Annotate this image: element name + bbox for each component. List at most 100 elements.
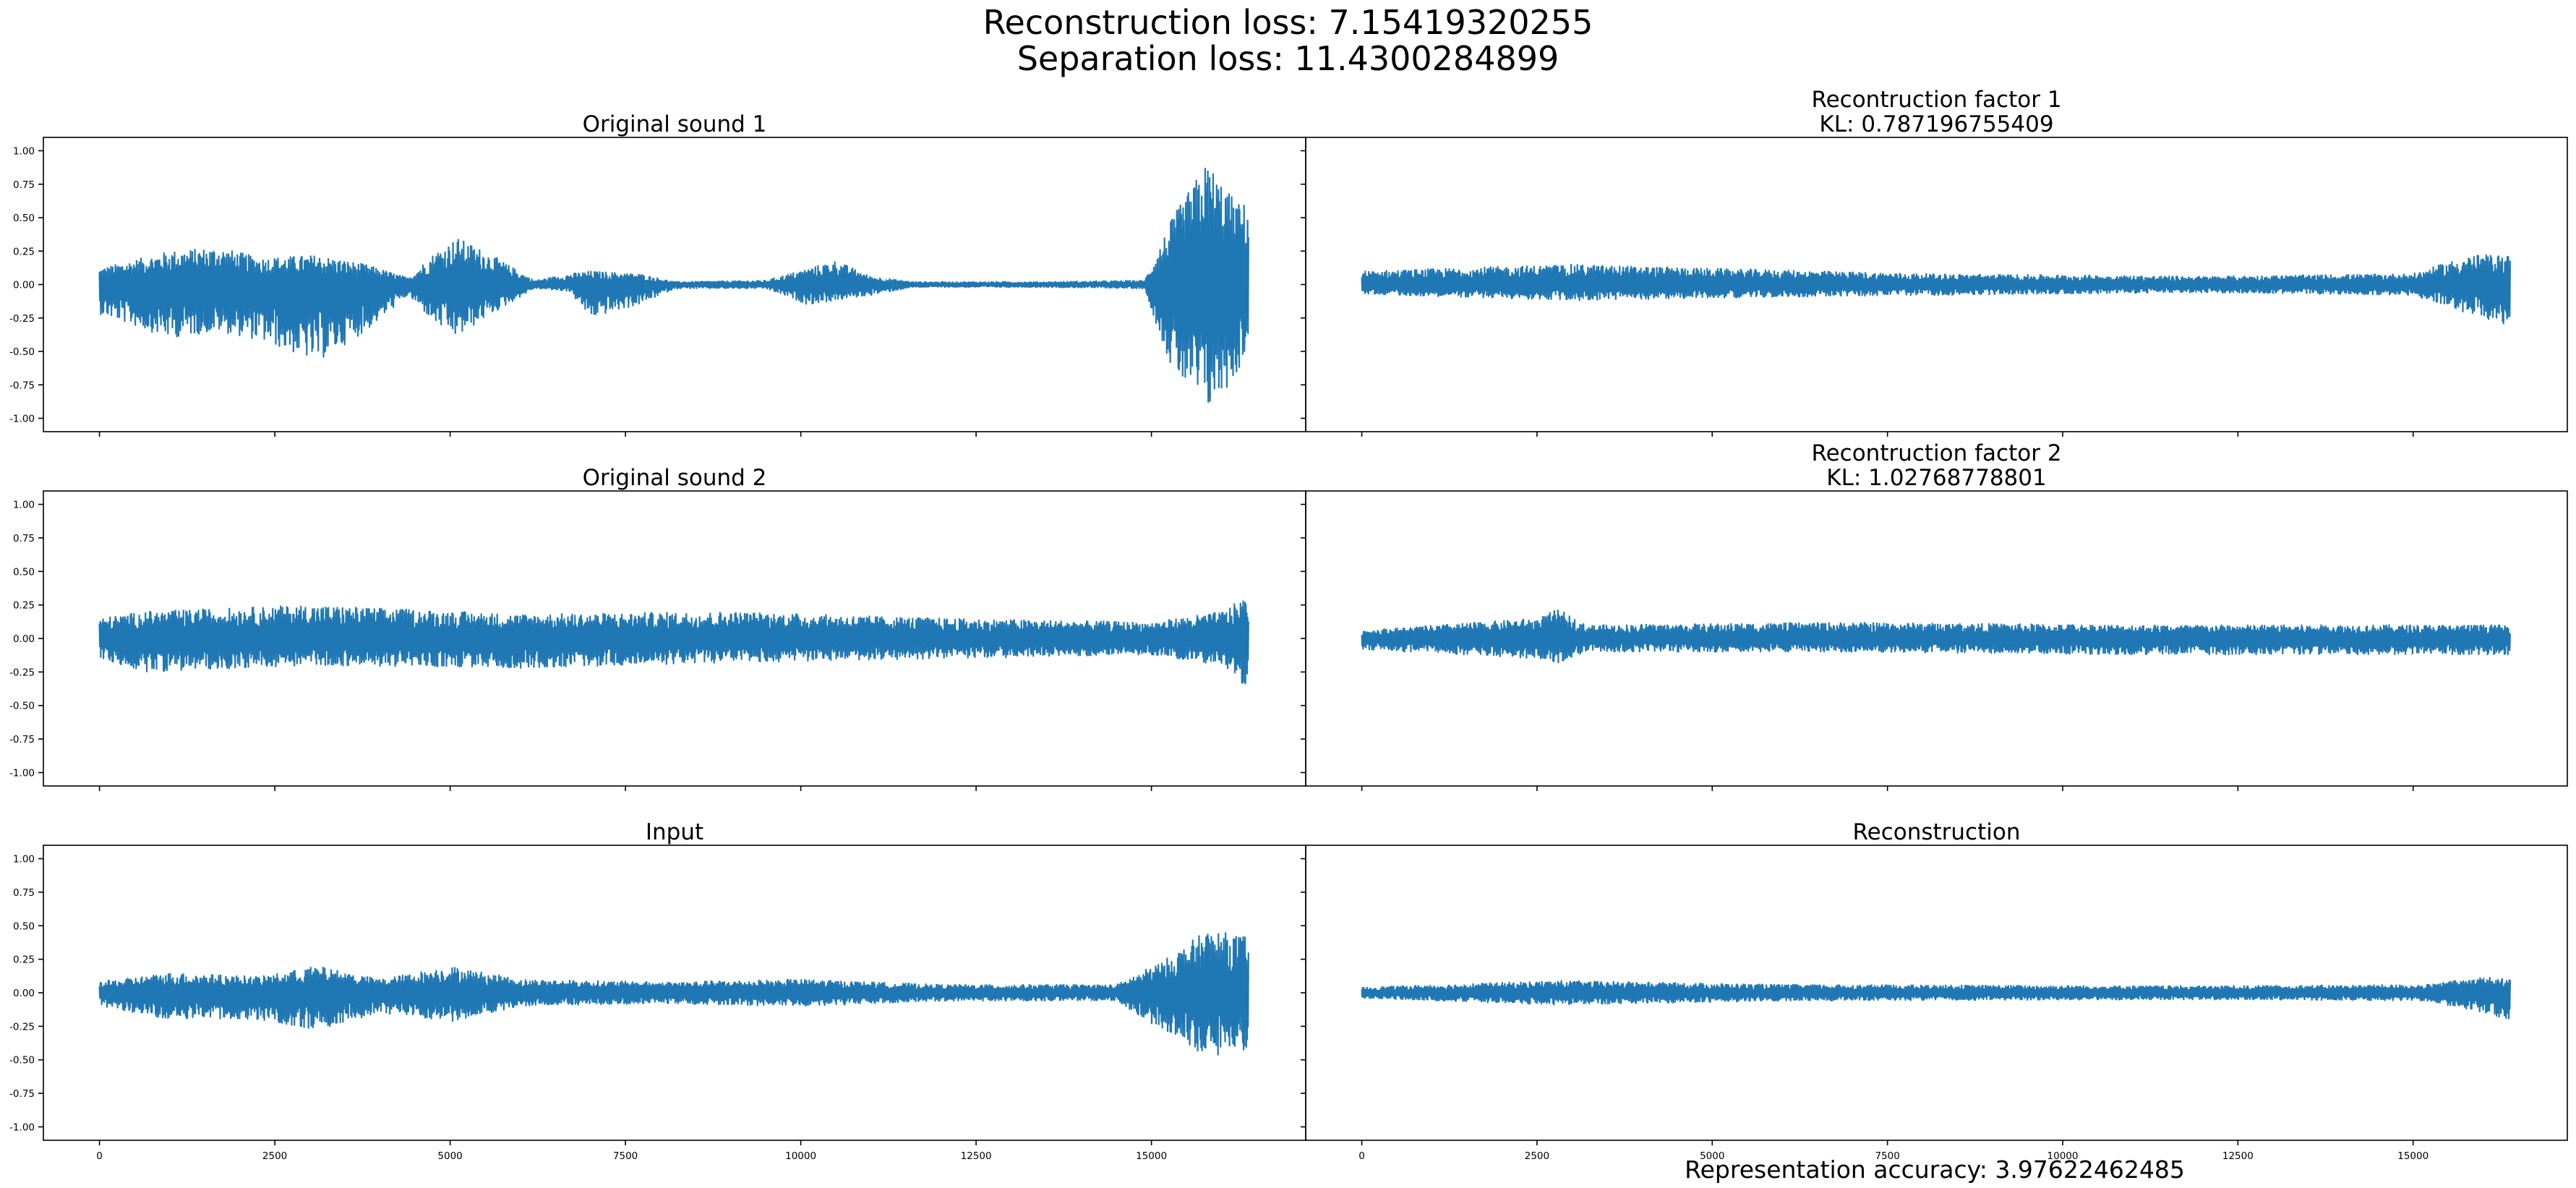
chart-5-ytick-label: 0.75 xyxy=(13,887,35,899)
chart-6-xtick: 7500 xyxy=(1875,1140,1900,1162)
chart-5-xtick: 7500 xyxy=(613,1140,638,1162)
chart-3-ytick: -0.25 xyxy=(9,667,43,678)
chart-3-ytick-label: -0.50 xyxy=(9,701,35,712)
chart-2: Recontruction factor 1KL: 0.787196755409 xyxy=(1301,87,2568,437)
chart-4: Recontruction factor 2KL: 1.02768778801 xyxy=(1301,440,2568,791)
chart-1: Original sound 1 -1.00 -0.75 -0.50 -0.25 0.00… xyxy=(9,111,1306,437)
representation-accuracy-label: Representation accuracy: 3.97622462485 xyxy=(1685,1155,2185,1184)
chart-6-xtick-label: 5000 xyxy=(1700,1150,1724,1162)
chart-6-xtick-label: 15000 xyxy=(2397,1150,2429,1162)
chart-3-ytick: -0.50 xyxy=(9,701,43,712)
chart-5-xtick-label: 0 xyxy=(96,1150,103,1162)
chart-3-waveform-line xyxy=(98,600,1249,685)
chart-5-xtick: 5000 xyxy=(437,1140,463,1162)
chart-5-ytick: -0.75 xyxy=(9,1088,43,1100)
chart-5-xtick: 10000 xyxy=(785,1140,816,1162)
chart-1-ytick-label: 0.75 xyxy=(13,179,35,191)
chart-1-ytick: 0.50 xyxy=(13,213,43,224)
figure-suptitle-line-1: Reconstruction loss: 7.15419320255 xyxy=(983,3,1593,42)
chart-3-ytick: 0.75 xyxy=(13,533,43,544)
chart-5-waveform-line xyxy=(98,932,1249,1056)
chart-6-xtick: 2500 xyxy=(1525,1140,1549,1162)
chart-6: Reconstruction 0 2500 5000 7500 10000 12500 150… xyxy=(1301,819,2568,1162)
chart-5-xtick-label: 7500 xyxy=(613,1150,638,1162)
chart-2-subtitle: KL: 0.787196755409 xyxy=(1819,111,2053,137)
chart-5-ytick: -0.50 xyxy=(9,1055,43,1067)
chart-3-ytick: 1.00 xyxy=(13,500,43,511)
chart-6-xtick-label: 2500 xyxy=(1525,1150,1549,1162)
chart-5-ytick-label: 0.25 xyxy=(13,954,35,966)
chart-3-ytick-label: 0.25 xyxy=(13,600,35,612)
chart-3-ytick-label: -0.75 xyxy=(9,734,35,745)
chart-1-ytick: -0.50 xyxy=(9,346,43,358)
chart-6-title: Reconstruction xyxy=(1852,819,2020,845)
chart-5-ytick-label: 0.50 xyxy=(13,920,35,932)
chart-5-xtick: 15000 xyxy=(1136,1140,1167,1162)
chart-3: Original sound 2 -1.00 -0.75 -0.50 -0.25 0.00… xyxy=(9,465,1306,791)
chart-5-ytick: 0.75 xyxy=(13,887,43,899)
chart-6-xtick: 0 xyxy=(1358,1140,1365,1162)
chart-6-waveform-line xyxy=(1361,977,2511,1020)
chart-5-xtick-label: 5000 xyxy=(437,1150,462,1162)
chart-3-ytick: 0.25 xyxy=(13,600,43,612)
chart-5: Input -1.00 -0.75 -0.50 -0.25 0.00 0.25 0.50 0.7… xyxy=(9,819,1306,1162)
chart-1-ytick-label: -0.75 xyxy=(9,380,35,391)
chart-6-xtick-label: 10000 xyxy=(2047,1150,2079,1162)
chart-4-waveform-line xyxy=(1361,610,2511,664)
chart-3-ytick-label: -1.00 xyxy=(9,767,35,779)
chart-5-ytick: 1.00 xyxy=(13,854,43,866)
chart-6-xtick: 15000 xyxy=(2397,1140,2429,1162)
chart-6-xtick: 5000 xyxy=(1700,1140,1724,1162)
chart-5-xtick: 0 xyxy=(96,1140,103,1162)
chart-3-ytick-label: 0.50 xyxy=(13,566,35,578)
chart-5-xtick-label: 15000 xyxy=(1136,1150,1167,1162)
chart-5-ytick-label: 1.00 xyxy=(13,854,35,866)
chart-6-xtick-label: 12500 xyxy=(2222,1150,2254,1162)
chart-5-xtick-label: 2500 xyxy=(262,1150,287,1162)
chart-3-ytick-label: -0.25 xyxy=(9,667,35,678)
chart-5-ytick: 0.25 xyxy=(13,954,43,966)
chart-6-xtick: 12500 xyxy=(2222,1140,2254,1162)
chart-1-ytick: 0.00 xyxy=(13,280,43,291)
chart-1-ytick-label: -1.00 xyxy=(9,414,35,425)
chart-5-ytick: 0.50 xyxy=(13,920,43,932)
chart-6-xtick-label: 0 xyxy=(1358,1150,1365,1162)
chart-1-ytick-label: 0.00 xyxy=(13,280,35,291)
chart-1-ytick: -0.75 xyxy=(9,380,43,391)
chart-4-subtitle: KL: 1.02768778801 xyxy=(1826,465,2046,491)
chart-1-ytick: 0.75 xyxy=(13,179,43,191)
chart-5-ytick-label: -0.75 xyxy=(9,1088,35,1100)
chart-3-ytick-label: 0.75 xyxy=(13,533,35,544)
chart-5-ytick-label: -0.50 xyxy=(9,1055,35,1067)
chart-2-title: Recontruction factor 1 xyxy=(1811,87,2061,113)
chart-6-xtick: 10000 xyxy=(2047,1140,2079,1162)
chart-5-xtick: 12500 xyxy=(961,1140,992,1162)
chart-1-ytick: 0.25 xyxy=(13,246,43,257)
chart-4-title: Recontruction factor 2 xyxy=(1811,440,2061,466)
chart-5-ytick-label: -1.00 xyxy=(9,1121,35,1133)
chart-5-ytick: 0.00 xyxy=(13,988,43,999)
chart-5-ytick-label: 0.00 xyxy=(13,988,35,999)
chart-3-ytick: -0.75 xyxy=(9,734,43,745)
chart-5-ytick: -0.25 xyxy=(9,1021,43,1033)
chart-1-ytick-label: 0.25 xyxy=(13,246,35,257)
chart-1-ytick: 1.00 xyxy=(13,146,43,158)
chart-1-ytick-label: -0.25 xyxy=(9,313,35,325)
chart-1-ytick: -0.25 xyxy=(9,313,43,325)
chart-5-xtick-label: 12500 xyxy=(961,1150,992,1162)
chart-1-ytick: -1.00 xyxy=(9,414,43,425)
chart-3-title: Original sound 2 xyxy=(583,465,767,491)
chart-3-ytick-label: 0.00 xyxy=(13,633,35,645)
chart-1-waveform-line xyxy=(98,167,1249,403)
chart-5-title: Input xyxy=(646,819,703,845)
chart-5-xtick-label: 10000 xyxy=(785,1150,816,1162)
chart-1-ytick-label: 1.00 xyxy=(13,146,35,158)
chart-5-ytick-label: -0.25 xyxy=(9,1021,35,1033)
chart-3-ytick: -1.00 xyxy=(9,767,43,779)
chart-3-ytick: 0.50 xyxy=(13,566,43,578)
chart-1-ytick-label: -0.50 xyxy=(9,346,35,358)
chart-1-title: Original sound 1 xyxy=(583,111,767,137)
chart-2-waveform-line xyxy=(1361,254,2511,325)
chart-5-xtick: 2500 xyxy=(262,1140,287,1162)
